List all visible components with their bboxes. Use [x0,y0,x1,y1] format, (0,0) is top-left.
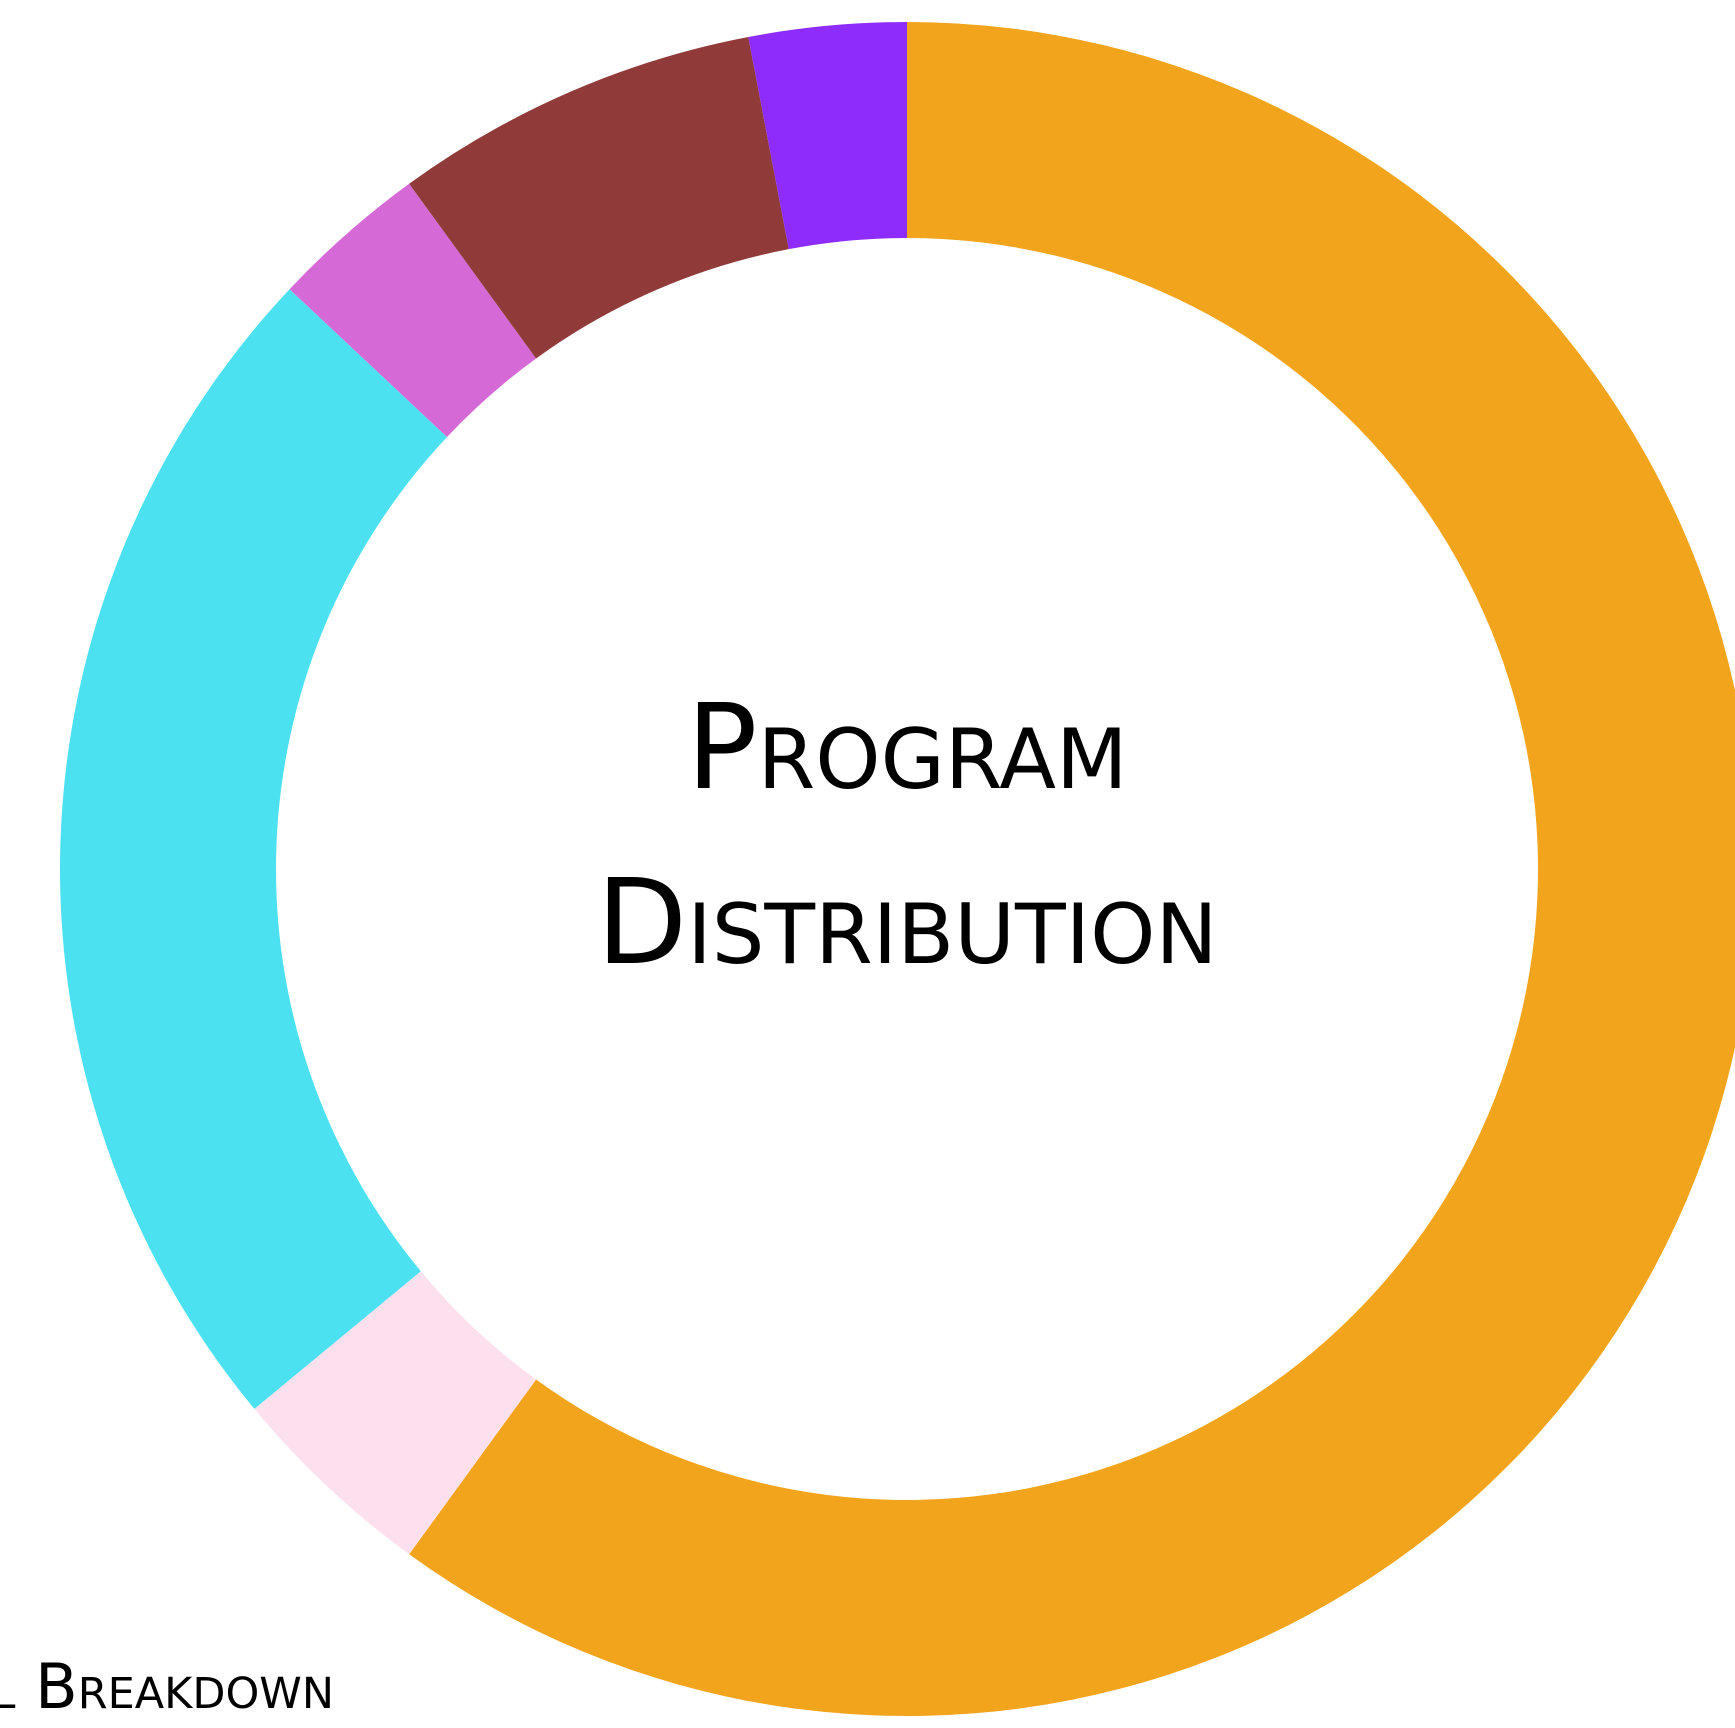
donut-slice [60,289,448,1409]
donut-slice [289,183,537,438]
donut-slice [748,22,907,250]
chart-subtitle: Initial Breakdown [0,1650,334,1723]
chart-title: Program Distribution [596,678,1218,991]
donut-slice [254,1271,537,1555]
donut-slice [409,22,1735,1716]
donut-slice [409,37,789,359]
